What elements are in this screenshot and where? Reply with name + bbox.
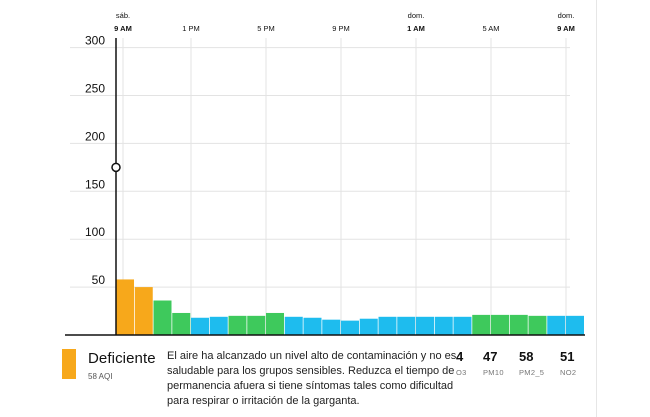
aqi-value: 58 AQI: [88, 372, 113, 381]
air-quality-level: Deficiente: [88, 350, 156, 367]
x-tick-label: 9 PM: [332, 24, 350, 33]
aqi-bar[interactable]: [566, 315, 584, 335]
pollutant-value: 58: [519, 349, 534, 364]
aqi-bar[interactable]: [359, 318, 378, 335]
x-tick-day-label: dom.: [408, 11, 425, 20]
gridlines: [70, 38, 570, 335]
y-tick-label: 100: [85, 225, 105, 239]
pollutant-value: 47: [483, 349, 498, 364]
aqi-bar[interactable]: [434, 316, 453, 335]
aqi-bar[interactable]: [453, 316, 472, 335]
aqi-bar[interactable]: [209, 316, 228, 335]
pollutant-list: 4 O3 47 PM10 58 PM2_5 51 NO2: [452, 349, 592, 389]
aqi-bar[interactable]: [491, 314, 509, 335]
right-divider: [596, 0, 597, 417]
x-tick-label: 5 PM: [257, 24, 275, 33]
aqi-bar[interactable]: [341, 320, 359, 335]
x-tick-day-label: sáb.: [116, 11, 130, 20]
pollutant-name: PM10: [483, 368, 504, 377]
y-tick-label: 50: [92, 273, 106, 287]
aqi-bar[interactable]: [153, 300, 172, 335]
aqi-bar[interactable]: [397, 316, 416, 335]
y-tick-label: 300: [85, 34, 105, 48]
aqi-bar[interactable]: [116, 279, 134, 335]
aqi-bar[interactable]: [528, 315, 547, 335]
y-tick-label: 200: [85, 129, 105, 143]
health-advice-text: El aire ha alcanzado un nivel alto de co…: [167, 350, 457, 407]
pollutant-pm10: 47 PM10: [483, 349, 504, 377]
aqi-bar[interactable]: [547, 315, 566, 335]
current-reading-panel: Deficiente 58 AQI El aire ha alcanzado u…: [0, 345, 650, 417]
aqi-bar[interactable]: [284, 316, 303, 335]
bars: [116, 279, 584, 335]
aqi-bar[interactable]: [247, 315, 266, 335]
x-tick-label: 9 AM: [114, 24, 132, 33]
aqi-bar[interactable]: [472, 314, 491, 335]
aqi-bar[interactable]: [134, 287, 153, 335]
level-color-swatch: [62, 349, 76, 379]
pollutant-name: NO2: [560, 368, 577, 377]
y-tick-label: 150: [85, 177, 105, 191]
x-tick-day-label: dom.: [558, 11, 575, 20]
x-tick-label: 9 AM: [557, 24, 575, 33]
aqi-bar[interactable]: [266, 312, 284, 335]
time-cursor-marker[interactable]: [111, 162, 121, 173]
y-tick-label: 250: [85, 81, 105, 95]
x-tick-label: 1 AM: [407, 24, 425, 33]
pollutant-o3: 4 O3: [456, 349, 467, 377]
pollutant-value: 51: [560, 349, 575, 364]
pollutant-name: O3: [456, 368, 467, 377]
aqi-bar[interactable]: [191, 317, 209, 335]
pollutant-name: PM2_5: [519, 368, 545, 377]
aqi-bar[interactable]: [303, 317, 322, 335]
pollutant-pm2-5: 58 PM2_5: [519, 349, 544, 377]
pollutant-value: 4: [456, 349, 464, 364]
x-axis-labels: sáb. 9 AM 1 PM 5 PM 9 PM dom. 1 AM 5 AM dom. 9 AM: [114, 11, 575, 33]
pollutant-no2: 51 NO2: [560, 349, 576, 377]
y-axis-ticks: 50 100 150 200 250 300: [85, 34, 105, 288]
aqi-bar-chart: 50 100 150 200 250 300 sáb. 9 AM 1 PM 5 PM 9 PM do…: [65, 11, 585, 336]
aqi-bar[interactable]: [228, 315, 247, 335]
aqi-bar[interactable]: [416, 316, 434, 335]
aqi-bar[interactable]: [172, 312, 191, 335]
aqi-bar[interactable]: [509, 314, 528, 335]
x-tick-label: 1 PM: [182, 24, 200, 33]
aqi-bar[interactable]: [322, 319, 341, 335]
x-tick-label: 5 AM: [482, 24, 499, 33]
aqi-bar[interactable]: [378, 316, 397, 335]
